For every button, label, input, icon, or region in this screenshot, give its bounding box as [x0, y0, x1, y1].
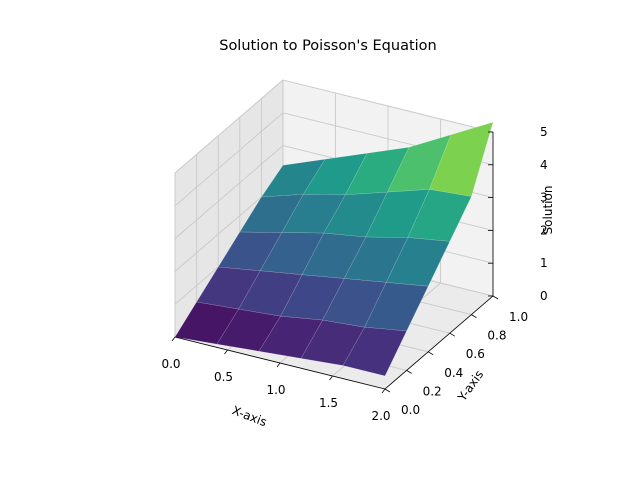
- grid-line-z-side: [174, 145, 284, 239]
- chart-title: Solution to Poisson's Equation: [219, 38, 437, 54]
- x-tick-label: 1.5: [319, 396, 338, 410]
- x-axis-label: X-axis: [230, 403, 269, 429]
- z-tick-label: 5: [540, 125, 548, 139]
- y-tick-label: 0.8: [487, 329, 506, 343]
- x-tick-mark: [171, 336, 176, 342]
- x-tick-mark: [381, 388, 386, 394]
- x-tick-mark: [276, 362, 281, 368]
- y-axis-spine: [384, 295, 494, 390]
- surface-facet: [342, 326, 407, 377]
- y-tick-mark: [406, 370, 412, 374]
- x-tick-mark: [329, 375, 333, 381]
- y-tick-label: 0.0: [401, 403, 420, 417]
- x-tick-label: 2.0: [371, 409, 390, 423]
- y-tick-mark: [471, 314, 477, 318]
- x-tick-label: 0.0: [161, 357, 180, 371]
- z-tick-label: 0: [540, 289, 548, 303]
- y-tick-mark: [492, 295, 499, 300]
- grid-line-z-side: [174, 79, 284, 174]
- y-tick-label: 1.0: [509, 310, 528, 324]
- y-tick-label: 0.4: [444, 366, 463, 380]
- z-tick-label: 3: [540, 191, 548, 205]
- y-tick-mark: [427, 351, 434, 356]
- surface-mesh: [174, 121, 494, 377]
- z-tick-label: 2: [540, 223, 548, 237]
- x-tick-label: 0.5: [214, 370, 233, 384]
- z-tick-label: 1: [540, 256, 548, 270]
- x-tick-label: 1.0: [266, 383, 285, 397]
- surface-facet: [407, 189, 472, 242]
- grid-line-z-side: [174, 112, 284, 207]
- axis-spines: [171, 131, 499, 394]
- z-tick-label: 4: [540, 158, 548, 172]
- y-tick-mark: [384, 388, 391, 393]
- grid-line-z-back: [282, 79, 494, 133]
- y-tick-label: 0.6: [466, 347, 485, 361]
- y-tick-label: 0.2: [423, 384, 442, 398]
- z-axis-label: Solution: [541, 186, 555, 235]
- x-tick-mark: [224, 349, 228, 355]
- y-tick-mark: [449, 332, 456, 337]
